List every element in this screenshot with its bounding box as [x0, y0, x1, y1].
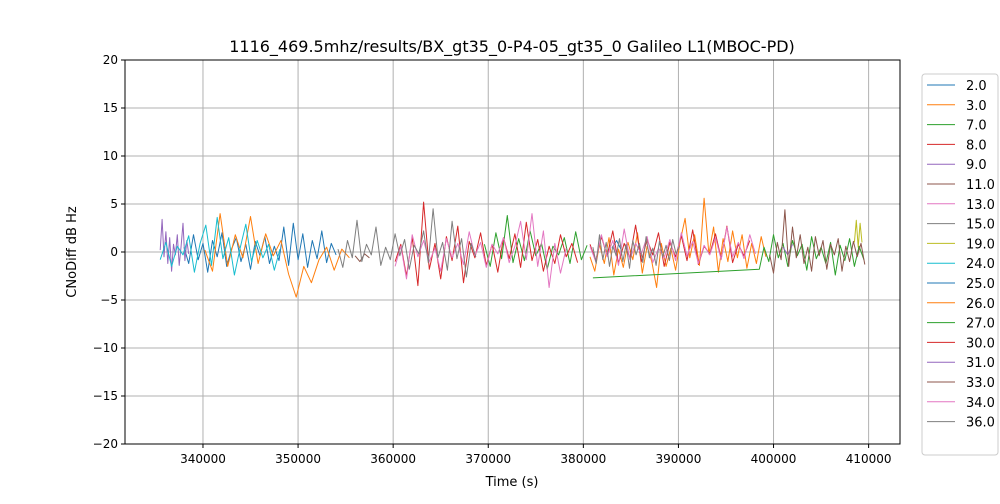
x-tick-label: 390000 [656, 452, 702, 466]
series-line-19.0 [853, 219, 863, 248]
legend-label: 15.0 [966, 218, 995, 233]
legend-label: 25.0 [966, 277, 995, 292]
legend-label: 9.0 [966, 158, 987, 173]
y-axis: −20 −15 −10 −5 0 5 10 15 20 [93, 53, 125, 451]
legend-label: 34.0 [966, 396, 995, 411]
x-tick-label: 350000 [275, 452, 321, 466]
x-tick-label: 370000 [465, 452, 511, 466]
legend-label: 26.0 [966, 297, 995, 312]
legend-label: 19.0 [966, 237, 995, 252]
series-line-24.0 [159, 216, 281, 276]
legend-label: 8.0 [966, 138, 987, 153]
legend-label: 11.0 [966, 178, 995, 193]
legend-label: 31.0 [966, 356, 995, 371]
series-line-7.0 [483, 215, 588, 270]
legend-label: 2.0 [966, 79, 987, 94]
chart-title: 1116_469.5mhz/results/BX_gt35_0-P4-05_gt… [229, 37, 795, 57]
legend-box [921, 73, 999, 456]
y-tick-label: 10 [103, 149, 118, 163]
series-line-15.0 [337, 208, 477, 278]
series-lines [159, 197, 866, 298]
legend-label: 13.0 [966, 198, 995, 213]
y-tick-label: −15 [93, 389, 118, 403]
y-tick-label: −10 [93, 341, 118, 355]
x-tick-label: 380000 [560, 452, 606, 466]
legend-label: 36.0 [966, 416, 995, 431]
x-tick-label: 400000 [751, 452, 797, 466]
y-tick-label: 15 [103, 101, 118, 115]
legend-label: 24.0 [966, 257, 995, 272]
series-line-11.0 [354, 253, 370, 263]
x-axis-label: Time (s) [485, 475, 539, 490]
legend-label: 30.0 [966, 336, 995, 351]
series-line-26.0 [589, 197, 767, 288]
y-axis-label: CNoDiff dB Hz [65, 206, 80, 298]
legend-label: 3.0 [966, 99, 987, 114]
y-tick-label: 5 [110, 197, 118, 211]
y-tick-label: 20 [103, 53, 118, 67]
legend-label: 27.0 [966, 317, 995, 332]
x-tick-label: 410000 [846, 452, 892, 466]
series-line-13.0 [394, 213, 567, 288]
x-axis: 340000 350000 360000 370000 380000 390000 4000… [180, 444, 892, 466]
y-tick-label: 0 [110, 245, 118, 259]
legend-label: 7.0 [966, 119, 987, 134]
series-line-33.0 [769, 209, 866, 274]
y-tick-label: −20 [93, 437, 118, 451]
legend: 2.0 3.0 7.0 8.0 9.0 11.0 13.0 15.0 19.0 24.0 25.0 2… [921, 73, 999, 456]
series-line-3.0 [204, 213, 350, 298]
legend-label: 33.0 [966, 376, 995, 391]
x-tick-label: 360000 [370, 452, 416, 466]
series-line-36.0 [592, 234, 680, 269]
y-tick-label: −5 [100, 293, 118, 307]
series-line-34.0 [589, 226, 756, 266]
x-tick-label: 340000 [180, 452, 226, 466]
